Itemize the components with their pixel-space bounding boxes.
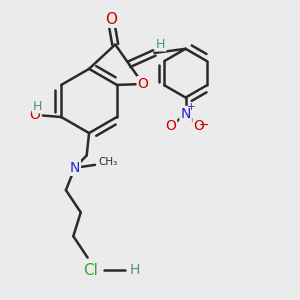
Text: N: N <box>70 161 80 175</box>
Text: O: O <box>29 108 40 122</box>
Text: −: − <box>199 119 209 132</box>
Text: H: H <box>33 100 42 112</box>
Text: CH₃: CH₃ <box>98 158 117 167</box>
Text: H: H <box>130 263 140 278</box>
Text: O: O <box>165 119 176 134</box>
Text: O: O <box>194 119 204 134</box>
Text: O: O <box>105 12 117 27</box>
Text: +: + <box>187 102 195 112</box>
Text: N: N <box>180 107 191 121</box>
Text: Cl: Cl <box>83 263 98 278</box>
Text: H: H <box>156 38 166 50</box>
Text: O: O <box>138 77 148 91</box>
